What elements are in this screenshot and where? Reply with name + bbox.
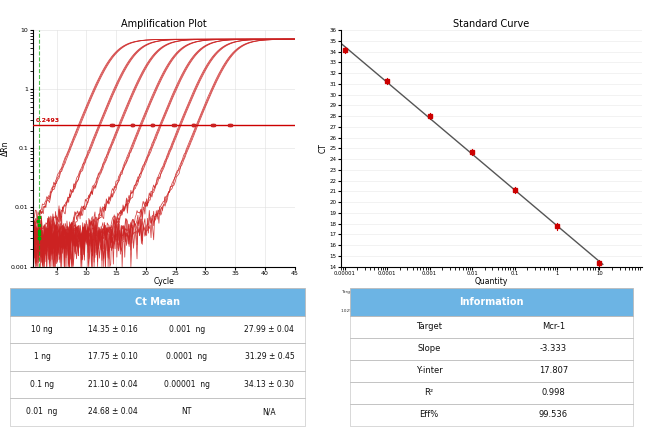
Text: 99.536: 99.536: [539, 410, 568, 419]
Text: R²: R²: [424, 388, 434, 397]
Text: 17.807: 17.807: [539, 366, 568, 375]
FancyBboxPatch shape: [350, 288, 633, 316]
Text: 0.001  ng: 0.001 ng: [168, 325, 205, 334]
FancyBboxPatch shape: [350, 316, 633, 338]
FancyBboxPatch shape: [10, 398, 305, 426]
Y-axis label: ΔRn: ΔRn: [1, 141, 10, 156]
Text: -3.333: -3.333: [540, 344, 567, 353]
Text: Ct Mean: Ct Mean: [135, 297, 179, 307]
Text: Slope: Slope: [417, 344, 441, 353]
Legend: mcr-1: mcr-1: [31, 299, 73, 314]
Text: Target: Target: [416, 322, 442, 331]
Text: 0.1 ng: 0.1 ng: [30, 380, 54, 389]
Text: 31.29 ± 0.45: 31.29 ± 0.45: [244, 353, 294, 361]
Text: 14.35 ± 0.16: 14.35 ± 0.16: [88, 325, 138, 334]
Text: 34.13 ± 0.30: 34.13 ± 0.30: [244, 380, 294, 389]
Text: 24.68 ± 0.04: 24.68 ± 0.04: [88, 408, 138, 416]
X-axis label: Quantity: Quantity: [475, 277, 508, 286]
Text: Information: Information: [459, 297, 523, 307]
Text: 1029_nt   ■ 525   □ not assigned   ■ 1029   ■ 525_nt: 1029_nt ■ 525 □ not assigned ■ 1029 ■ 52…: [341, 309, 460, 313]
FancyBboxPatch shape: [350, 404, 633, 426]
X-axis label: Cycle: Cycle: [153, 277, 174, 286]
FancyBboxPatch shape: [350, 359, 633, 382]
FancyBboxPatch shape: [350, 338, 633, 359]
Text: Y-inter: Y-inter: [415, 366, 442, 375]
Title: Standard Curve: Standard Curve: [453, 19, 529, 29]
Text: 0.00001  ng: 0.00001 ng: [164, 380, 210, 389]
Text: 0.998: 0.998: [542, 388, 565, 397]
Y-axis label: CT: CT: [319, 144, 328, 153]
Text: N/A: N/A: [263, 408, 276, 416]
Text: NT: NT: [181, 408, 192, 416]
FancyBboxPatch shape: [350, 382, 633, 404]
FancyBboxPatch shape: [10, 288, 305, 316]
Text: 0.0001  ng: 0.0001 ng: [166, 353, 207, 361]
Text: 17.75 ± 0.10: 17.75 ± 0.10: [88, 353, 138, 361]
Title: Amplification Plot: Amplification Plot: [121, 19, 206, 29]
Text: 27.99 ± 0.04: 27.99 ± 0.04: [244, 325, 294, 334]
FancyBboxPatch shape: [10, 343, 305, 371]
Text: 0.2493: 0.2493: [36, 118, 60, 123]
FancyBboxPatch shape: [10, 316, 305, 343]
Text: 0.01  ng: 0.01 ng: [26, 408, 58, 416]
Text: Eff%: Eff%: [419, 410, 439, 419]
Text: Target  mcr-1  Slope  -3.333  Y-inter  17.807  R²  0.998  Eff%  99.536  Error  0: Target mcr-1 Slope -3.333 Y-inter 17.807…: [341, 290, 517, 294]
Text: 10 ng: 10 ng: [31, 325, 53, 334]
FancyBboxPatch shape: [10, 371, 305, 398]
Text: Mcr-1: Mcr-1: [542, 322, 565, 331]
Text: 1 ng: 1 ng: [33, 353, 50, 361]
Text: 21.10 ± 0.04: 21.10 ± 0.04: [88, 380, 138, 389]
